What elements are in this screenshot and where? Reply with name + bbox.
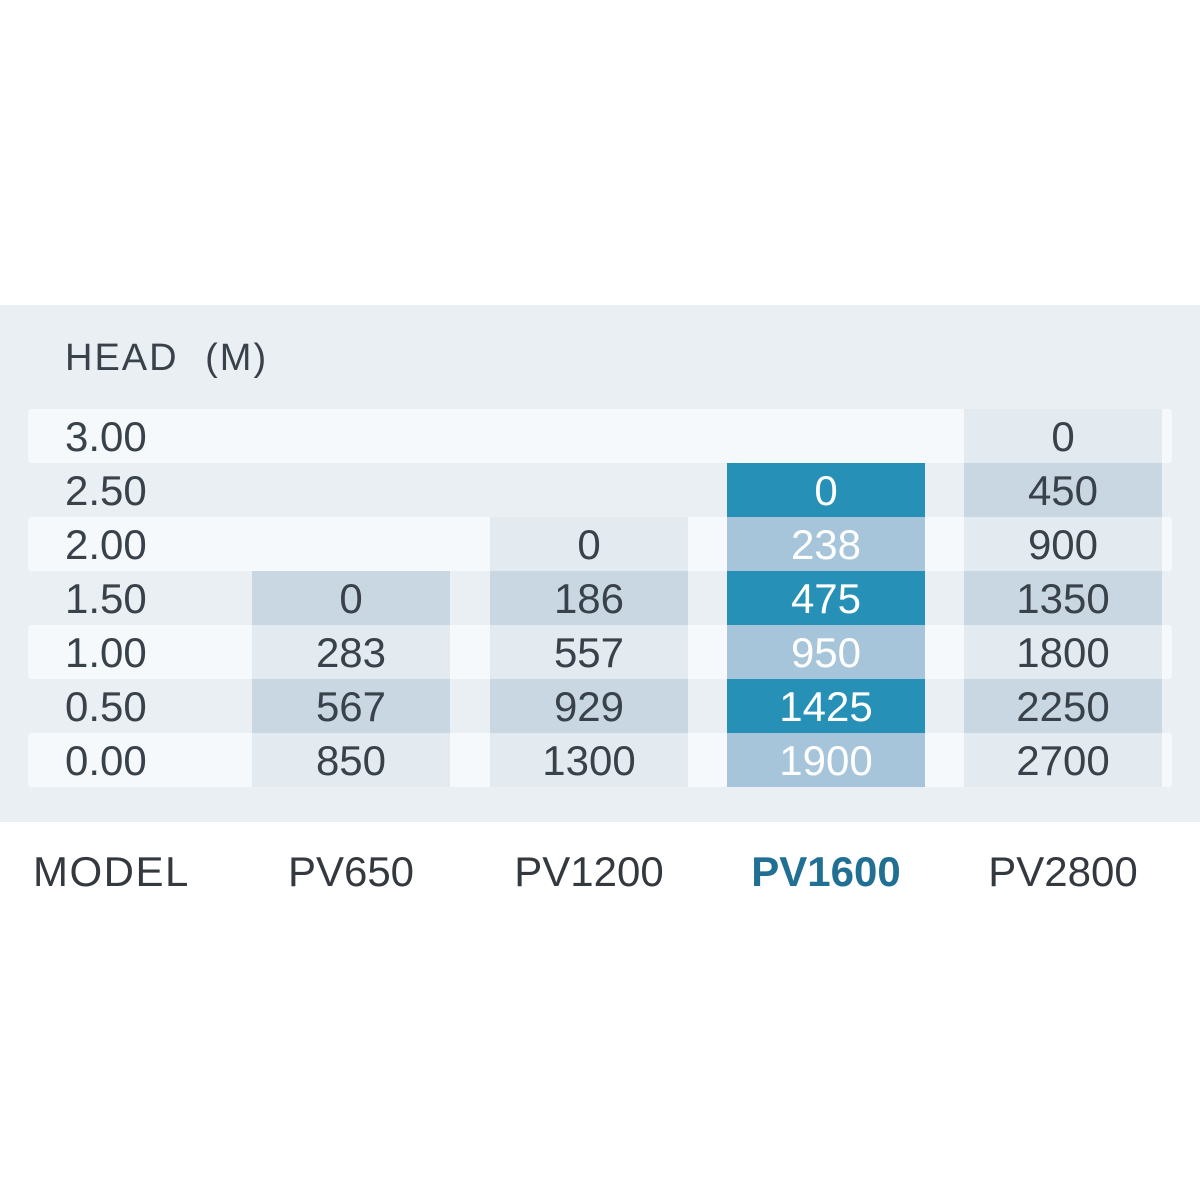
table-cell: 283 (252, 625, 450, 679)
table-cell: 2250 (964, 679, 1162, 733)
table-row: 1.00 283 557 950 1800 (0, 625, 1200, 679)
table-cell: 850 (252, 733, 450, 787)
table-cell: 1800 (964, 625, 1162, 679)
table-row: 3.00 0 (0, 409, 1200, 463)
table-row: 2.50 0 450 (0, 463, 1200, 517)
model-row: MODEL PV650 PV1200 PV1600 PV2800 (0, 842, 1200, 902)
table-rows: 3.00 0 2.50 0 450 2.00 0 238 900 1.50 0 186 475 1350 1… (0, 409, 1200, 787)
table-cell: 1425 (727, 679, 925, 733)
row-head-value: 2.00 (65, 521, 147, 568)
row-head-value: 3.00 (65, 413, 147, 460)
table-cell: 0 (727, 463, 925, 517)
table-cell: 0 (964, 409, 1162, 463)
row-head-value: 2.50 (65, 467, 147, 514)
table-cell: 238 (727, 517, 925, 571)
table-cell: 1300 (490, 733, 688, 787)
row-head-value: 1.50 (65, 575, 147, 622)
table-row: 1.50 0 186 475 1350 (0, 571, 1200, 625)
table-head-label: HEAD (M) (65, 337, 269, 379)
table-cell: 929 (490, 679, 688, 733)
table-cell: 567 (252, 679, 450, 733)
table-cell: 186 (490, 571, 688, 625)
model-row-label: MODEL (33, 848, 190, 895)
table-cell: 1350 (964, 571, 1162, 625)
table-cell: 950 (727, 625, 925, 679)
table-row: 2.00 0 238 900 (0, 517, 1200, 571)
table-cell: 0 (490, 517, 688, 571)
table-cell: 450 (964, 463, 1162, 517)
model-name-highlighted: PV1600 (751, 848, 901, 895)
table-panel: HEAD (M) 3.00 0 2.50 0 450 2.00 0 238 900 1.50 0 18… (0, 305, 1200, 822)
table-row: 0.50 567 929 1425 2250 (0, 679, 1200, 733)
table-cell: 900 (964, 517, 1162, 571)
row-head-value: 1.00 (65, 629, 147, 676)
row-head-value: 0.50 (65, 683, 147, 730)
model-name: PV2800 (988, 848, 1138, 895)
table-row: 0.00 850 1300 1900 2700 (0, 733, 1200, 787)
table-cell: 557 (490, 625, 688, 679)
table-cell: 475 (727, 571, 925, 625)
model-name: PV650 (287, 848, 415, 895)
model-name: PV1200 (514, 848, 664, 895)
table-cell: 2700 (964, 733, 1162, 787)
row-head-value: 0.00 (65, 737, 147, 784)
table-cell: 0 (252, 571, 450, 625)
table-cell: 1900 (727, 733, 925, 787)
